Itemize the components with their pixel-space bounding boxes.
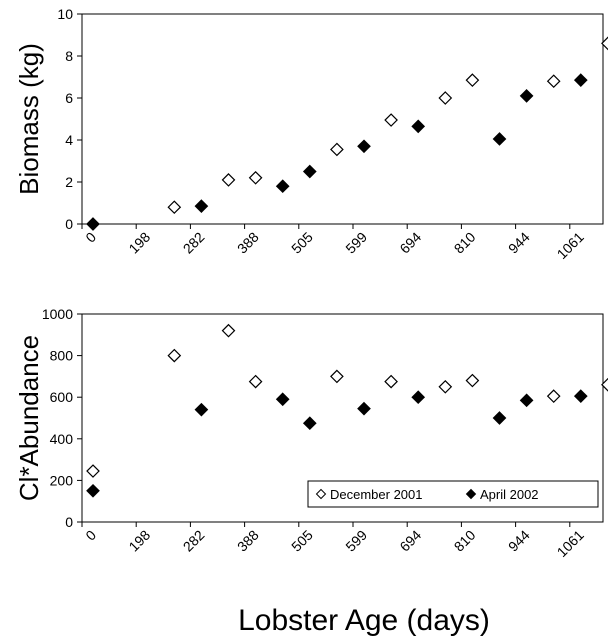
biomass-april-2002-point <box>492 132 507 146</box>
abundance-december-2001-point <box>384 374 398 389</box>
abundance-panel: 0 200 400 600 800 1000 0 198 282 388 505 599 694 810 9… <box>14 306 608 560</box>
x-axis-title: Lobster Age (days) <box>238 604 490 637</box>
biomass-december-2001-point <box>546 74 561 89</box>
abundance-x-tick-label: 505 <box>288 527 316 555</box>
abundance-x-tick-label: 198 <box>125 527 153 555</box>
abundance-december-2001-point <box>86 464 100 478</box>
abundance-y-tick-label: 0 <box>65 514 73 530</box>
abundance-april-2002-point <box>194 402 209 417</box>
abundance-december-2001-point <box>465 373 480 388</box>
biomass-x-tick-label: 505 <box>288 229 316 257</box>
abundance-april-2002-point <box>492 411 507 425</box>
biomass-x-tick-label: 694 <box>396 229 424 257</box>
biomass-december-2001-point <box>438 91 453 105</box>
biomass-april-2002-point <box>86 217 100 231</box>
abundance-april-2002-point <box>275 392 290 407</box>
abundance-april-2002-point <box>519 393 534 408</box>
abundance-x-tick-label: 282 <box>180 527 208 555</box>
abundance-y-axis-title: Cl*Abundance <box>14 335 44 501</box>
abundance-plot-frame <box>81 313 604 523</box>
biomass-december-2001-point <box>167 200 182 215</box>
legend-label-december-2001: December 2001 <box>330 487 423 502</box>
legend-label-april-2002: April 2002 <box>480 487 539 502</box>
abundance-x-tick-label: 810 <box>451 527 479 555</box>
biomass-december-2001-point <box>330 142 344 157</box>
biomass-plot-frame <box>81 13 604 225</box>
biomass-april-2002-point <box>357 139 371 154</box>
biomass-y-tick-label: 6 <box>65 90 73 106</box>
biomass-y-tick-label: 4 <box>65 132 73 148</box>
biomass-x-tick-label: 0 <box>82 229 99 246</box>
abundance-december-2001-point <box>221 323 236 338</box>
abundance-december-2001-point <box>167 348 182 363</box>
biomass-december-2001-point <box>248 170 263 185</box>
legend-marker-december-2001 <box>315 488 327 500</box>
abundance-april-2002-point <box>573 389 588 404</box>
abundance-y-tick-label: 200 <box>50 472 74 488</box>
abundance-december-2001-point <box>248 374 263 389</box>
biomass-april-2002-point <box>302 164 317 179</box>
abundance-december-2001-point <box>330 369 344 384</box>
biomass-y-tick-label: 10 <box>57 6 73 22</box>
abundance-x-tick-label: 388 <box>234 527 262 555</box>
biomass-y-tick-label: 2 <box>65 174 73 190</box>
biomass-april-2002-point <box>573 73 588 87</box>
abundance-april-2002-point <box>302 416 317 431</box>
abundance-y-tick-label: 1000 <box>42 306 73 322</box>
biomass-y-tick-label: 0 <box>65 216 73 232</box>
biomass-x-tick-label: 282 <box>180 229 208 257</box>
abundance-april-2002-point <box>86 483 100 498</box>
biomass-x-tick-label: 198 <box>125 229 153 257</box>
abundance-y-tick-label: 400 <box>50 431 74 447</box>
abundance-y-tick-label: 600 <box>50 389 74 405</box>
abundance-december-2001-point <box>546 389 561 404</box>
biomass-december-2001-point <box>221 173 236 187</box>
biomass-x-tick-label: 388 <box>234 229 262 257</box>
legend-marker-april-2002 <box>465 488 477 500</box>
abundance-y-tick-label: 800 <box>50 348 74 364</box>
abundance-april-2002-point <box>357 401 371 416</box>
biomass-december-2001-point <box>384 113 398 127</box>
abundance-december-2001-point <box>438 379 453 394</box>
abundance-april-2002-point <box>411 390 426 405</box>
abundance-x-tick-label: 694 <box>396 527 424 555</box>
biomass-april-2002-point <box>194 199 209 213</box>
abundance-x-tick-label: 1061 <box>554 527 587 560</box>
biomass-april-2002-point <box>519 89 534 103</box>
biomass-x-tick-label: 810 <box>451 229 479 257</box>
biomass-y-axis-title: Biomass (kg) <box>14 43 44 195</box>
abundance-x-tick-label: 0 <box>82 527 99 544</box>
abundance-x-tick-label: 599 <box>342 527 370 555</box>
biomass-april-2002-point <box>275 179 290 194</box>
biomass-y-tick-label: 8 <box>65 48 73 64</box>
biomass-x-tick-label: 1061 <box>554 229 587 262</box>
abundance-x-tick-label: 944 <box>505 527 533 555</box>
biomass-december-2001-point <box>465 73 480 87</box>
legend-box <box>307 480 599 508</box>
biomass-april-2002-point <box>411 119 426 134</box>
biomass-x-tick-label: 599 <box>342 229 370 257</box>
biomass-x-tick-label: 944 <box>505 229 533 257</box>
